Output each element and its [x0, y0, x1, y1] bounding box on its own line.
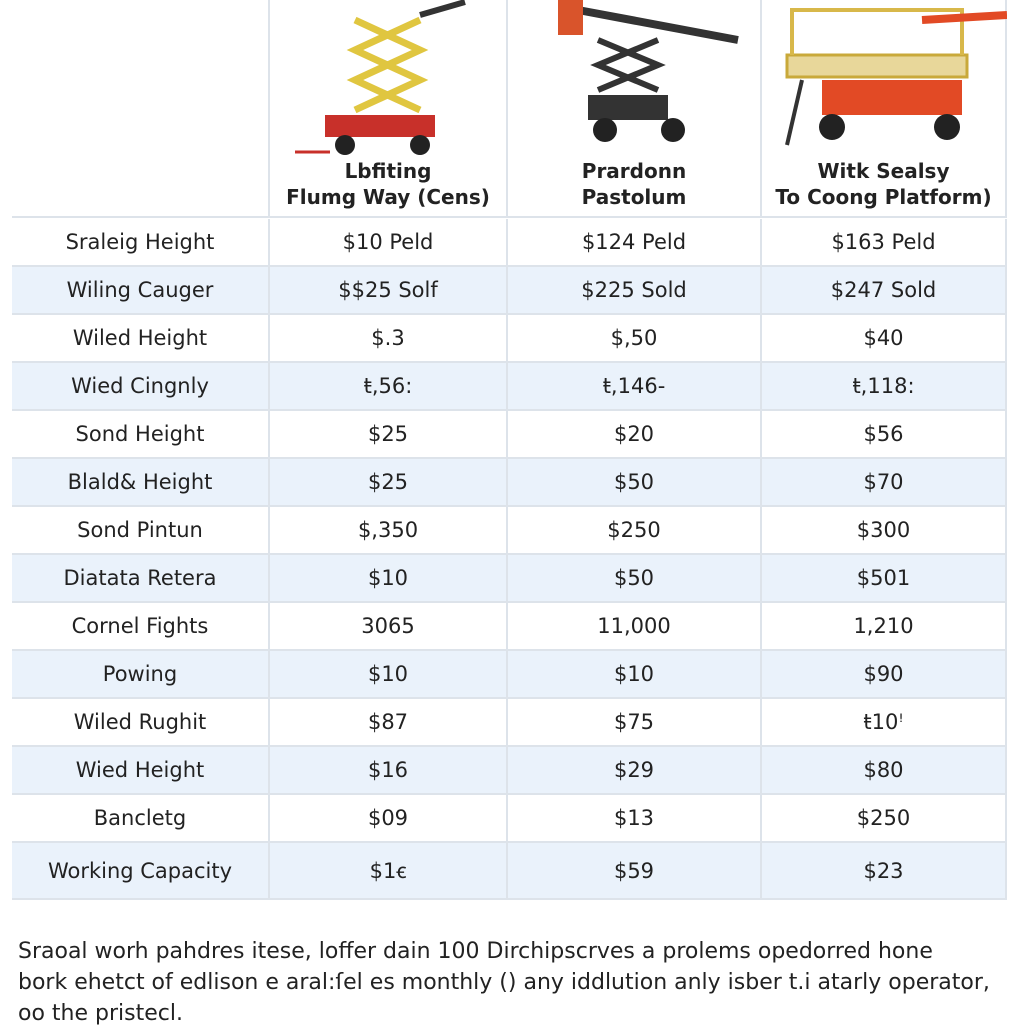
header-line: Prardonn — [581, 159, 687, 183]
footnote-line: oo the pristecl. — [18, 1001, 183, 1026]
cell: $87 — [270, 699, 508, 747]
cell: $16 — [270, 747, 508, 795]
header-line: Pastolum — [581, 185, 687, 209]
cell: $09 — [270, 795, 508, 843]
cell: $1ꞓ — [270, 843, 508, 900]
row-label: Powing — [12, 651, 270, 699]
cell: $10 — [508, 651, 762, 699]
row-label: Diatata Retera — [12, 555, 270, 603]
cell: $23 — [762, 843, 1007, 900]
cell: $.3 — [270, 315, 508, 363]
cell: $163 Peld — [762, 219, 1007, 267]
cell: 11,000 — [508, 603, 762, 651]
row-label: Wied Cingnly — [12, 363, 270, 411]
cell: $247 Sold — [762, 267, 1007, 315]
header-blank — [12, 0, 270, 218]
cell: $13 — [508, 795, 762, 843]
cell: $80 — [762, 747, 1007, 795]
row-label: Cornel Fights — [12, 603, 270, 651]
header-line: Lbfiting — [344, 159, 432, 183]
header-col: Witk Sealsy To Coong Platform) — [762, 0, 1007, 218]
cell: $,350 — [270, 507, 508, 555]
header-col: Lbfiting Flumg Way (Cens) — [270, 0, 508, 218]
row-label: Blald& Height — [12, 459, 270, 507]
header-col: Prardonn Pastolum — [508, 0, 762, 218]
cell: ŧ,56: — [270, 363, 508, 411]
cell: $10 Peld — [270, 219, 508, 267]
cell: $50 — [508, 459, 762, 507]
cell: $225 Sold — [508, 267, 762, 315]
machine-image — [295, 0, 466, 155]
cell: ŧ10ꜝ — [762, 699, 1007, 747]
cell: $29 — [508, 747, 762, 795]
row-label: Working Capacity — [12, 843, 270, 900]
row-label: Wied Height — [12, 747, 270, 795]
cell: $300 — [762, 507, 1007, 555]
cell: $25 — [270, 459, 508, 507]
row-label: Sraleig Height — [12, 219, 270, 267]
cell: $,50 — [508, 315, 762, 363]
cell: $56 — [762, 411, 1007, 459]
cell: $59 — [508, 843, 762, 900]
cell: $250 — [762, 795, 1007, 843]
cell: $10 — [270, 651, 508, 699]
machine-image — [558, 0, 739, 142]
cell: $50 — [508, 555, 762, 603]
cell: 1,210 — [762, 603, 1007, 651]
cell: 3065 — [270, 603, 508, 651]
row-label: Sond Height — [12, 411, 270, 459]
row-label: Sond Pintun — [12, 507, 270, 555]
cell: $25 — [270, 411, 508, 459]
header-line: Witk Sealsy — [817, 159, 950, 183]
cell: $75 — [508, 699, 762, 747]
cell: $10 — [270, 555, 508, 603]
cell: $90 — [762, 651, 1007, 699]
cell: $124 Peld — [508, 219, 762, 267]
cell: ŧ,146- — [508, 363, 762, 411]
footnote-line: Sraoal worh pahdres itese, loffer dain 1… — [18, 939, 933, 964]
footnote-line: bork ehetct of edlison e aral:ſel es mon… — [18, 970, 990, 995]
cell: $70 — [762, 459, 1007, 507]
machine-image — [785, 8, 1007, 146]
cell: $501 — [762, 555, 1007, 603]
cell: $250 — [508, 507, 762, 555]
row-label: Bancletg — [12, 795, 270, 843]
cell: $40 — [762, 315, 1007, 363]
cell: $$25 Solf — [270, 267, 508, 315]
row-label: Wiled Height — [12, 315, 270, 363]
header-line: To Coong Platform) — [775, 185, 992, 209]
cell: ŧ,118: — [762, 363, 1007, 411]
row-label: Wiling Cauger — [12, 267, 270, 315]
row-label: Wiled Rughit — [12, 699, 270, 747]
footnote: Sraoal worh pahdres itese, loffer dain 1… — [18, 936, 990, 1029]
header-line: Flumg Way (Cens) — [286, 185, 490, 209]
cell: $20 — [508, 411, 762, 459]
